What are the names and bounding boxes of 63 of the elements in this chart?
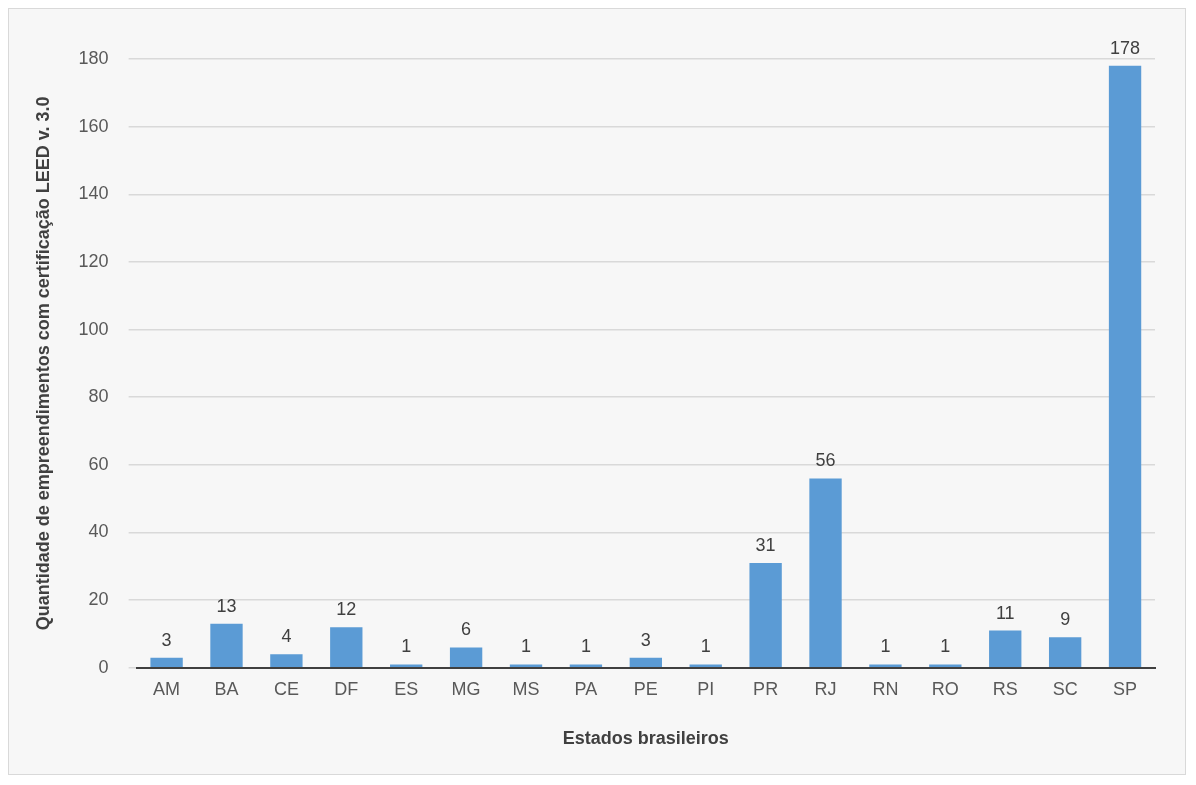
bar [509,664,543,668]
y-tick-label: 60 [88,453,109,474]
data-label: 13 [216,595,237,616]
x-tick-label: PE [633,678,658,699]
x-tick-label: AM [153,678,181,699]
x-tick-label: DF [334,678,359,699]
y-tick-label: 40 [88,521,109,542]
x-tick-label: PI [697,678,715,699]
x-tick-label: PR [753,678,779,699]
x-tick-label: CE [273,678,299,699]
data-label: 1 [521,636,532,657]
bar [210,623,243,668]
x-axis-title: Estados brasileiros [562,728,729,749]
data-label: 9 [1060,609,1071,630]
x-tick-label: SC [1052,678,1078,699]
bar [869,664,902,668]
x-tick-label: MG [451,678,481,699]
bar [689,664,722,668]
data-label: 1 [401,636,412,657]
data-label: 12 [336,599,357,620]
data-label: 1 [880,636,891,657]
bar [330,627,363,668]
y-tick-label: 20 [88,589,109,610]
bar [809,478,842,668]
bar [150,657,183,668]
data-label: 1 [700,636,711,657]
x-tick-label: PA [574,678,598,699]
data-label: 1 [940,636,951,657]
data-label: 3 [161,629,172,650]
x-tick-label: RJ [814,678,837,699]
y-axis-title: Quantidade de empreendimentos com certificação LEED v. 3.0 [32,96,53,631]
bar [929,664,962,668]
y-tick-label: 100 [78,318,109,339]
data-label: 178 [1110,37,1141,58]
x-tick-label: RS [992,678,1018,699]
bar [569,664,603,668]
data-label: 1 [580,636,591,657]
x-tick-label: ES [394,678,419,699]
y-tick-label: 120 [78,250,109,271]
data-label: 3 [640,629,651,650]
x-tick-label: BA [214,678,239,699]
data-label: 31 [755,534,776,555]
bar [390,664,423,668]
x-tick-label: RO [931,678,959,699]
x-tick-label: RN [872,678,899,699]
y-tick-label: 0 [98,656,109,677]
bar [449,647,483,668]
y-tick-label: 180 [78,47,109,68]
y-tick-label: 80 [88,386,109,407]
data-label: 11 [995,602,1015,623]
y-tick-label: 140 [78,183,109,204]
bar [270,654,303,668]
data-label: 56 [815,450,836,471]
y-tick-label: 160 [78,115,109,136]
bar [749,562,782,668]
bar [1108,65,1142,668]
x-tick-label: MS [512,678,540,699]
data-label: 4 [281,626,292,647]
bar [629,657,662,668]
bar [1048,637,1082,668]
x-tick-label: SP [1113,678,1138,699]
data-label: 6 [461,619,472,640]
bar [989,630,1022,668]
